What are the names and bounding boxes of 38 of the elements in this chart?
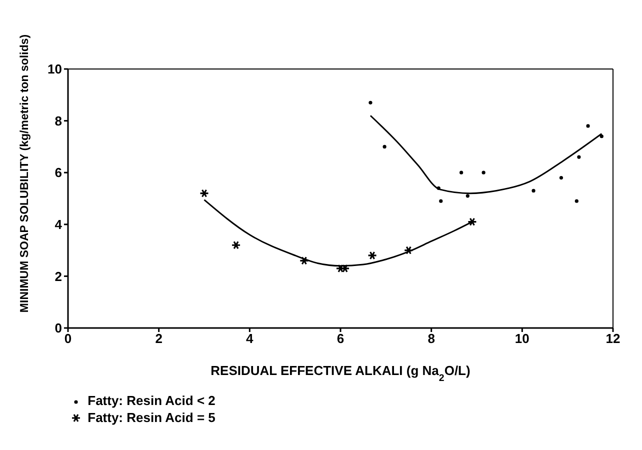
point <box>231 240 241 250</box>
point <box>466 194 470 198</box>
point <box>368 100 372 104</box>
x-tick-label: 4 <box>246 331 254 346</box>
point <box>559 176 564 180</box>
point <box>367 251 378 260</box>
y-tick-label: 0 <box>54 320 62 336</box>
legend-label: Fatty: Resin Acid < 2 <box>88 393 216 408</box>
y-tick-label: 8 <box>54 113 62 128</box>
point <box>299 256 309 265</box>
legend-label: Fatty: Resin Acid = 5 <box>88 410 216 425</box>
x-axis-title: RESIDUAL EFFECTIVE ALKALI (g Na$_{2}$O/L) <box>210 363 470 384</box>
point <box>340 264 350 273</box>
x-tick-label: 0 <box>64 331 72 346</box>
point <box>199 189 210 198</box>
y-axis-title: MINIMUM SOAP SOLUBILITY (kg/metric ton solids) <box>19 34 31 313</box>
point <box>586 124 590 128</box>
point <box>467 218 478 226</box>
point <box>436 186 440 190</box>
y-tick-label: 2 <box>54 268 62 284</box>
point <box>460 170 464 174</box>
x-tick-label: 2 <box>155 331 162 346</box>
y-tick-label: 6 <box>54 165 62 180</box>
point <box>404 246 414 255</box>
point <box>336 264 346 273</box>
point <box>574 199 578 203</box>
point <box>382 144 386 148</box>
x-tick-label: 6 <box>336 331 344 346</box>
point <box>439 199 443 203</box>
x-tick-label: 12 <box>606 331 620 346</box>
point <box>532 188 536 193</box>
x-tick-label: 8 <box>428 331 435 346</box>
point <box>577 155 581 159</box>
point <box>482 170 486 174</box>
y-tick-label: 4 <box>54 217 63 232</box>
x-tick-label: 10 <box>514 331 530 346</box>
y-tick-label: 10 <box>48 62 62 77</box>
point <box>600 134 604 138</box>
